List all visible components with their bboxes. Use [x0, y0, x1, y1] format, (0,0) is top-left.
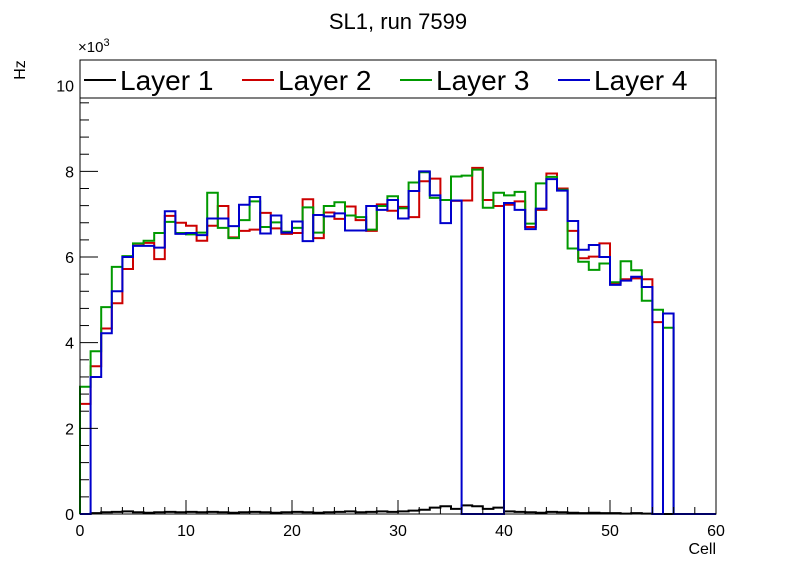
y-tick-label: 4	[65, 336, 74, 353]
y-tick-label: 8	[65, 164, 74, 181]
chart-title: SL1, run 7599	[329, 9, 467, 34]
y-multiplier-exponent: 3	[103, 37, 109, 49]
x-tick-label: 30	[389, 523, 407, 540]
legend-box	[79, 59, 717, 99]
x-tick-label: 20	[283, 523, 301, 540]
x-tick-label: 40	[495, 523, 513, 540]
series-line-1	[80, 504, 716, 515]
series-line-4	[80, 170, 716, 515]
y-multiplier: ×103	[78, 37, 110, 56]
legend-label: Layer 2	[278, 65, 371, 96]
legend-label: Layer 4	[594, 65, 687, 96]
x-axis-label: Cell	[688, 541, 716, 558]
y-tick-label: 6	[65, 250, 74, 267]
x-tick-label: 10	[177, 523, 195, 540]
y-tick-label: 0	[65, 507, 74, 524]
y-axis-label: Hz	[12, 60, 29, 80]
plot-area	[79, 166, 716, 515]
legend: Layer 1 Layer 2 Layer 3 Layer 4	[79, 59, 717, 99]
x-tick-label: 50	[601, 523, 619, 540]
legend-label: Layer 1	[120, 65, 213, 96]
y-multiplier-base: ×10	[78, 39, 103, 56]
y-tick-label: 10	[56, 79, 74, 96]
legend-label: Layer 3	[436, 65, 529, 96]
y-tick-label: 2	[65, 421, 74, 438]
series-4	[80, 170, 716, 515]
x-tick-label: 60	[707, 523, 725, 540]
x-tick-label: 0	[76, 523, 85, 540]
series-1	[80, 504, 716, 515]
